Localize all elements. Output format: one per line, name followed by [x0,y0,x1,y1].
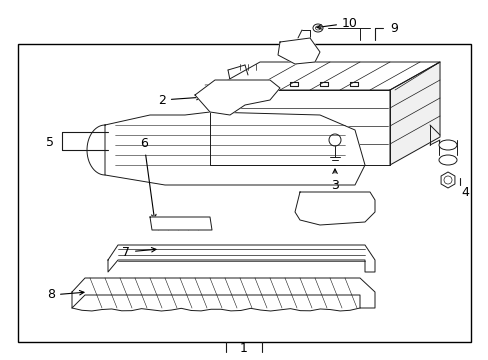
Text: 9: 9 [389,22,397,35]
Text: 4: 4 [460,185,468,198]
Bar [18,44,470,342]
Text: 2: 2 [158,94,201,107]
Polygon shape [150,217,212,230]
Polygon shape [278,38,319,64]
Polygon shape [72,278,374,308]
Polygon shape [389,62,439,165]
Text: 5: 5 [46,135,54,149]
Text: 3: 3 [330,169,338,192]
Text: 10: 10 [316,17,357,30]
Text: 7: 7 [122,246,156,258]
Polygon shape [209,90,389,165]
Text: 6: 6 [140,136,156,219]
Polygon shape [105,112,364,185]
Text: 1: 1 [240,342,247,355]
Text: 8: 8 [47,288,84,302]
Polygon shape [195,80,280,115]
Ellipse shape [438,140,456,150]
Polygon shape [294,192,374,225]
Polygon shape [209,62,439,90]
Polygon shape [108,245,374,272]
